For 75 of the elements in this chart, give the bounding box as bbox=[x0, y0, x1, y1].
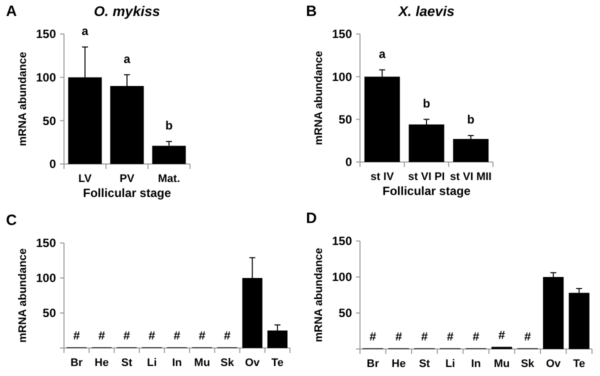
x-tick-label: St bbox=[418, 358, 430, 370]
y-tick-label: 50 bbox=[338, 306, 352, 320]
y-axis-title: mRNA abundance bbox=[17, 248, 29, 343]
annotation: # bbox=[370, 329, 377, 344]
x-axis-title: Follicular stage bbox=[82, 186, 172, 200]
x-tick-label: PV bbox=[120, 173, 135, 185]
text: A bbox=[6, 3, 17, 20]
y-axis-title: mRNA abundance bbox=[313, 248, 325, 342]
y-tick-label: 100 bbox=[332, 270, 352, 284]
x-tick-label: Mat. bbox=[158, 173, 180, 185]
x-tick-label: LV bbox=[78, 173, 92, 185]
chart-title: X. laevis bbox=[397, 3, 455, 19]
bar bbox=[408, 124, 444, 162]
y-tick-label: 50 bbox=[42, 114, 56, 128]
annotation: # bbox=[123, 328, 130, 342]
annotation: a bbox=[124, 52, 131, 66]
bar bbox=[568, 292, 590, 349]
annotation: # bbox=[395, 329, 402, 344]
y-tick-label: 150 bbox=[36, 236, 56, 250]
x-tick-label: Sk bbox=[520, 358, 536, 370]
text: C bbox=[6, 212, 17, 229]
x-tick-label: Li bbox=[147, 357, 157, 369]
x-tick-label: st VI MII bbox=[450, 171, 492, 183]
annotation: b bbox=[165, 118, 173, 133]
x-tick-label: Te bbox=[271, 357, 284, 369]
annotation: # bbox=[421, 329, 428, 344]
annotation: # bbox=[73, 328, 80, 342]
x-tick-label: Mu bbox=[494, 358, 510, 370]
y-tick-label: 50 bbox=[42, 306, 56, 320]
x-tick-label: He bbox=[392, 358, 406, 370]
x-tick-label: Ov bbox=[546, 358, 562, 370]
y-tick-label: 0 bbox=[345, 155, 352, 170]
y-axis-title: mRNA abundance bbox=[313, 50, 325, 146]
text: B bbox=[306, 3, 317, 20]
annotation: # bbox=[98, 328, 106, 342]
x-tick-label: He bbox=[94, 357, 109, 369]
bar bbox=[453, 138, 489, 162]
x-tick-label: st IV bbox=[370, 171, 394, 183]
y-tick-label: 150 bbox=[332, 27, 352, 42]
x-tick-label: st VI PI bbox=[408, 171, 445, 183]
annotation: # bbox=[498, 328, 506, 342]
x-tick-label: In bbox=[471, 358, 482, 370]
y-tick-label: 100 bbox=[36, 271, 56, 286]
annotation: # bbox=[446, 329, 454, 344]
annotation: # bbox=[198, 328, 206, 342]
x-tick-label: In bbox=[172, 357, 182, 369]
annotation: b bbox=[467, 112, 475, 127]
y-tick-label: 100 bbox=[36, 70, 56, 85]
annotation: # bbox=[174, 328, 181, 342]
annotation: b bbox=[422, 96, 430, 111]
annotation: # bbox=[524, 329, 532, 344]
x-tick-label: Ov bbox=[244, 357, 261, 369]
x-tick-label: Sk bbox=[220, 357, 235, 369]
y-tick-label: 50 bbox=[338, 112, 352, 127]
text: D bbox=[306, 210, 317, 227]
x-tick-label: Te bbox=[573, 358, 586, 370]
y-axis-title: mRNA abundance bbox=[17, 52, 29, 146]
x-tick-label: Li bbox=[445, 358, 456, 370]
annotation: a bbox=[82, 24, 89, 38]
x-axis-title: Follicular stage bbox=[382, 184, 471, 198]
bar bbox=[152, 146, 186, 164]
bar bbox=[543, 277, 564, 349]
x-tick-label: Mu bbox=[194, 357, 210, 369]
annotation: # bbox=[224, 328, 231, 342]
annotation: # bbox=[148, 328, 156, 342]
chart-title: O. mykiss bbox=[94, 3, 160, 19]
x-tick-label: St bbox=[121, 357, 133, 369]
y-tick-label: 150 bbox=[332, 234, 352, 248]
y-tick-label: 100 bbox=[332, 70, 352, 84]
annotation: a bbox=[378, 47, 386, 62]
x-tick-label: Br bbox=[70, 357, 84, 369]
y-tick-label: 150 bbox=[36, 27, 56, 42]
annotation: # bbox=[472, 329, 480, 344]
y-tick-label: 0 bbox=[49, 157, 56, 172]
x-tick-label: Br bbox=[366, 358, 380, 370]
